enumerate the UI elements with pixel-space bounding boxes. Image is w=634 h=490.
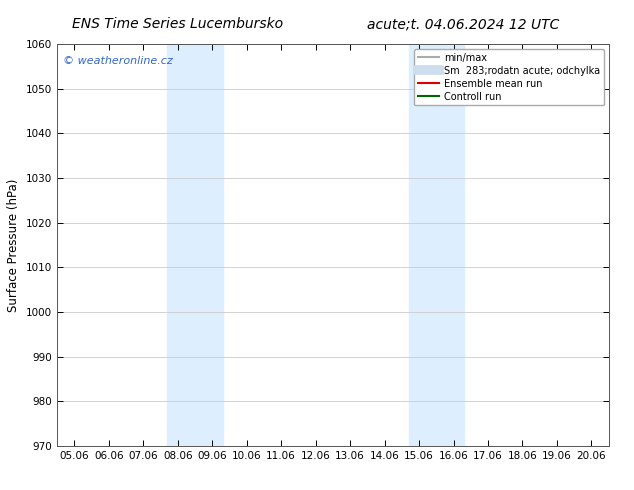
Legend: min/max, Sm  283;rodatn acute; odchylka, Ensemble mean run, Controll run: min/max, Sm 283;rodatn acute; odchylka, … bbox=[413, 49, 604, 105]
Text: acute;t. 04.06.2024 12 UTC: acute;t. 04.06.2024 12 UTC bbox=[366, 17, 559, 31]
Text: ENS Time Series Lucembursko: ENS Time Series Lucembursko bbox=[72, 17, 283, 31]
Bar bbox=[167, 44, 223, 446]
Text: © weatheronline.cz: © weatheronline.cz bbox=[63, 56, 172, 66]
Bar bbox=[409, 44, 464, 446]
Y-axis label: Surface Pressure (hPa): Surface Pressure (hPa) bbox=[8, 178, 20, 312]
